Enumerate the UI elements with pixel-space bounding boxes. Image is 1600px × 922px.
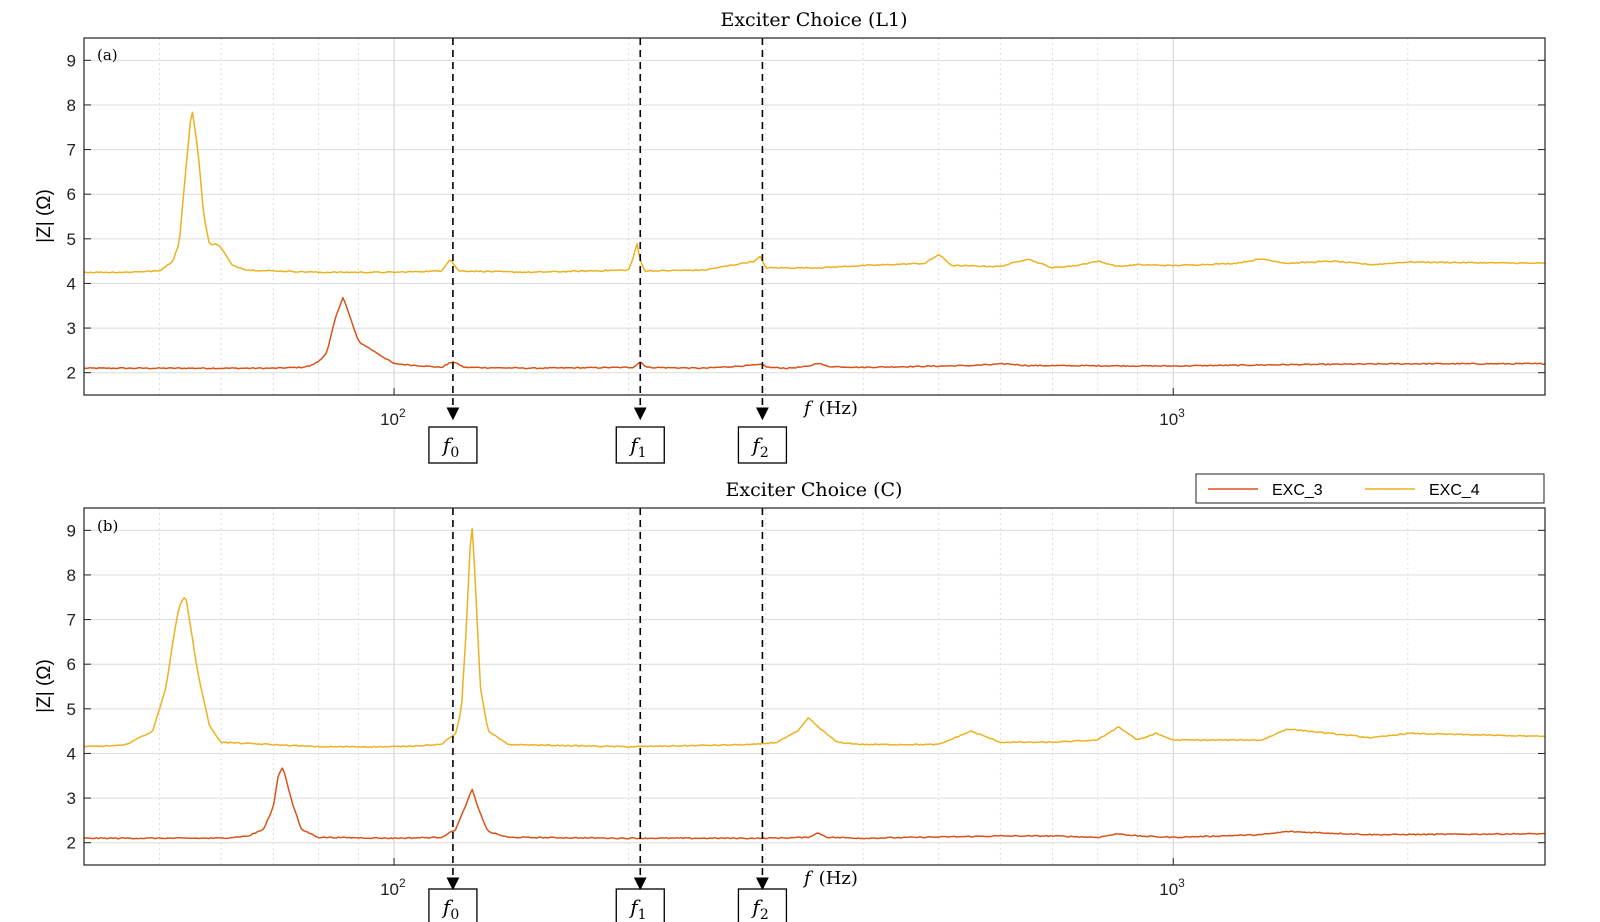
series-line-exc4 bbox=[84, 527, 1545, 749]
marker-labels-b: f0 f1 f2 bbox=[428, 888, 788, 922]
y-tick-label: 6 bbox=[67, 655, 76, 674]
series-line-exc3 bbox=[84, 296, 1545, 370]
series-line-exc3 bbox=[84, 767, 1545, 840]
y-axis-label-a: |Z| (Ω) bbox=[34, 189, 55, 243]
marker-lines-a bbox=[446, 38, 769, 421]
series-layer-b bbox=[84, 527, 1545, 840]
x-axis-symbol-a: f bbox=[802, 398, 814, 419]
y-tick-label: 2 bbox=[67, 364, 76, 383]
x-tick-label: 102 bbox=[380, 406, 406, 429]
y-tick-label: 5 bbox=[67, 230, 76, 249]
y-tick-label: 8 bbox=[67, 96, 76, 115]
x-axis-label-a: f (Hz) bbox=[802, 398, 858, 419]
x-tick-label: 102 bbox=[380, 876, 406, 899]
y-tick-label: 7 bbox=[67, 141, 76, 160]
marker-labels-a: f0 f1 f2 bbox=[428, 426, 788, 464]
marker-subscript: 1 bbox=[638, 445, 647, 461]
marker-subscript: 2 bbox=[760, 445, 769, 461]
marker-box-f2 bbox=[737, 426, 788, 464]
x-ticks-b: 102 103 bbox=[380, 858, 1185, 899]
x-tick-exponent: 3 bbox=[1178, 876, 1185, 890]
y-tick-label: 3 bbox=[67, 319, 76, 338]
legend-label-exc4: EXC_4 bbox=[1429, 482, 1480, 499]
marker-subscript: 1 bbox=[638, 907, 647, 922]
marker-subscript: 0 bbox=[450, 907, 459, 922]
x-ticks-a: 102 103 bbox=[380, 388, 1185, 429]
marker-box-f1 bbox=[615, 888, 665, 922]
grid-b bbox=[84, 508, 1545, 865]
y-tick-label: 9 bbox=[67, 51, 76, 70]
y-ticks-b: 2 3 4 5 6 7 8 9 bbox=[67, 521, 1545, 853]
grid-a bbox=[84, 38, 1545, 395]
legend: EXC_3 EXC_4 bbox=[1195, 473, 1545, 504]
x-tick-base: 10 bbox=[1159, 880, 1178, 899]
x-tick-base: 10 bbox=[380, 410, 399, 429]
x-axis-unit-b: (Hz) bbox=[819, 868, 858, 889]
x-tick-label: 103 bbox=[1159, 406, 1185, 429]
y-tick-label: 2 bbox=[67, 834, 76, 853]
axes-frame-a bbox=[83, 37, 1546, 396]
y-tick-label: 4 bbox=[67, 744, 76, 763]
y-tick-label: 7 bbox=[67, 611, 76, 630]
marker-box-f0 bbox=[428, 888, 478, 922]
marker-box-f2 bbox=[737, 888, 788, 922]
marker-subscript: 2 bbox=[760, 907, 769, 922]
y-tick-label: 4 bbox=[67, 274, 76, 293]
y-tick-label: 9 bbox=[67, 521, 76, 540]
marker-box-f1 bbox=[615, 426, 665, 464]
y-tick-label: 5 bbox=[67, 700, 76, 719]
y-ticks-a: 2 3 4 5 6 7 8 9 bbox=[67, 51, 1545, 383]
marker-lines-b bbox=[446, 508, 769, 891]
series-line-exc4 bbox=[84, 111, 1545, 274]
x-tick-base: 10 bbox=[380, 880, 399, 899]
panel-label-a: (a) bbox=[97, 46, 118, 64]
x-tick-exponent: 3 bbox=[1178, 406, 1185, 420]
marker-box-f0 bbox=[428, 426, 478, 464]
legend-label-exc3: EXC_3 bbox=[1272, 482, 1323, 499]
x-axis-label-b: f (Hz) bbox=[802, 868, 858, 889]
y-tick-label: 6 bbox=[67, 185, 76, 204]
chart-title-a: Exciter Choice (L1) bbox=[720, 9, 907, 31]
y-tick-label: 8 bbox=[67, 566, 76, 585]
series-layer-a bbox=[84, 111, 1545, 370]
panel-label-b: (b) bbox=[97, 517, 118, 535]
y-tick-label: 3 bbox=[67, 789, 76, 808]
x-axis-unit-a: (Hz) bbox=[819, 398, 858, 419]
chart-title-b: Exciter Choice (C) bbox=[726, 479, 903, 501]
x-tick-exponent: 2 bbox=[399, 876, 406, 890]
marker-subscript: 0 bbox=[450, 445, 459, 461]
y-axis-label-b: |Z| (Ω) bbox=[34, 659, 55, 713]
x-tick-label: 103 bbox=[1159, 876, 1185, 899]
x-tick-base: 10 bbox=[1159, 410, 1178, 429]
x-axis-symbol-b: f bbox=[802, 868, 814, 889]
axes-frame-b bbox=[83, 507, 1546, 866]
x-tick-exponent: 2 bbox=[399, 406, 406, 420]
